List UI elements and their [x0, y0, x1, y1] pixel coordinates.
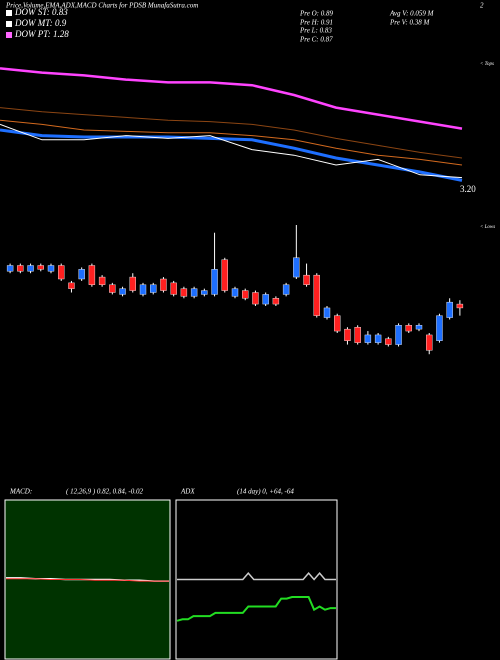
candle-body	[170, 282, 177, 295]
candle-body	[58, 265, 65, 280]
candle-body	[293, 257, 300, 278]
candle-body	[221, 259, 228, 291]
series-line	[0, 123, 463, 179]
candle-body	[201, 290, 208, 295]
series-line	[0, 128, 463, 182]
candle-body	[282, 284, 290, 295]
candle-body	[354, 327, 361, 343]
stat: Pre H: 0.91	[299, 19, 333, 27]
candle-body	[446, 301, 453, 318]
annotation: 3.20	[460, 184, 476, 194]
candle-body	[323, 307, 331, 318]
panel-title: MACD:	[9, 488, 32, 496]
legend-swatch	[6, 21, 12, 27]
candle-body	[303, 274, 310, 285]
candle-body	[88, 265, 96, 285]
candle-body	[415, 325, 423, 330]
chart-title: Price,Volume,EMA,ADX,MACD Charts for PDS…	[5, 2, 198, 10]
candle-body	[364, 334, 372, 343]
candle-body	[129, 276, 136, 291]
candle-body	[334, 315, 341, 332]
candle-body	[98, 276, 106, 285]
candle-body	[17, 265, 24, 272]
legend-label: DOW ST: 0.83	[14, 7, 68, 17]
series-line	[176, 596, 336, 622]
candle-body	[262, 294, 269, 305]
legend-label: DOW PT: 1.28	[14, 29, 69, 39]
candle-body	[160, 278, 167, 291]
candle-body	[211, 269, 218, 295]
candle-body	[119, 288, 126, 295]
series-line	[0, 67, 463, 130]
volume-stat: Avg V: 0.059 M	[389, 10, 435, 18]
legend-swatch	[6, 10, 12, 16]
corner-label: 2	[480, 2, 484, 10]
candle-body	[374, 334, 382, 343]
candle-body	[27, 265, 34, 272]
series-line	[6, 578, 169, 582]
stat: Pre O: 0.89	[299, 10, 333, 18]
candle-body	[150, 284, 157, 293]
legend-swatch	[6, 32, 12, 38]
series-line	[177, 571, 336, 581]
stat: Pre L: 0.83	[299, 27, 332, 35]
candle-body	[405, 325, 412, 332]
candle-body	[385, 338, 392, 345]
stat: Pre C: 0.87	[299, 36, 333, 44]
legend-label: DOW MT: 0.9	[14, 18, 67, 28]
series-line	[0, 107, 463, 159]
candle-body	[68, 282, 75, 289]
candle-body	[272, 298, 280, 305]
candle-body	[231, 288, 239, 297]
candle-body	[6, 265, 14, 272]
candle-body	[456, 303, 464, 309]
side-label: < Tops	[480, 62, 494, 67]
candle-body	[78, 269, 85, 280]
candle-body	[252, 292, 259, 305]
candle-body	[395, 325, 402, 345]
candle-body	[436, 315, 443, 341]
candle-body	[344, 328, 351, 341]
candle-body	[139, 284, 147, 295]
candle-body	[47, 265, 55, 272]
panel-subtitle: (14 day) 0, +64, -64	[237, 488, 294, 496]
volume-stat: Pre V: 0.38 M	[389, 19, 430, 27]
candle-body	[190, 288, 198, 297]
candle-body	[37, 265, 44, 270]
candle-body	[426, 334, 433, 351]
side-label: < Lows	[480, 225, 495, 230]
candle-body	[180, 288, 188, 297]
panel-subtitle: ( 12,26,9 ) 0.82, 0.84, -0.02	[66, 488, 143, 496]
candle-body	[242, 290, 249, 299]
candle-body	[109, 284, 116, 293]
panel-title: ADX	[180, 488, 195, 496]
series-line	[0, 119, 463, 166]
candle-body	[313, 274, 320, 316]
